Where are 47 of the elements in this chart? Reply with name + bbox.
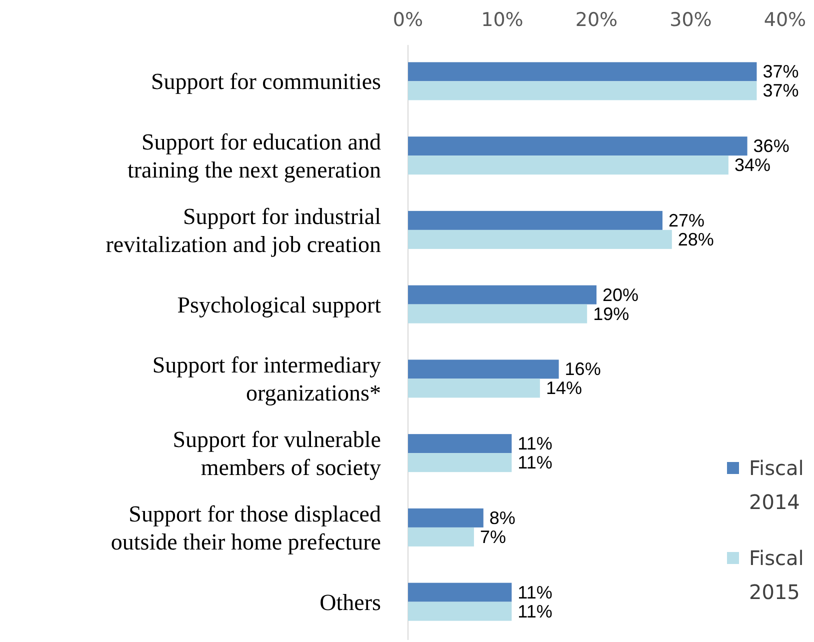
bar xyxy=(408,304,588,324)
bar xyxy=(408,156,728,175)
data-label: 37% xyxy=(762,62,799,82)
data-label: 11% xyxy=(518,434,552,454)
bar xyxy=(408,62,757,82)
bar xyxy=(408,527,474,546)
data-label: 14% xyxy=(546,378,582,398)
data-label: 28% xyxy=(678,229,714,250)
data-label: 16% xyxy=(564,359,601,380)
y-tick-label: Support for those displaced outside their home prefecture xyxy=(110,501,382,554)
y-tick-label: Support for education and training the next generation xyxy=(127,130,382,183)
x-tick-label: 10% xyxy=(481,9,524,31)
legend-label: Fiscal 2014 xyxy=(749,456,804,514)
y-tick-label: Support for vulnerable members of society xyxy=(172,427,382,480)
bar xyxy=(408,360,559,379)
x-tick-label: 20% xyxy=(575,9,618,31)
bar xyxy=(408,210,662,230)
y-tick-label: Support for communities xyxy=(151,69,382,94)
data-label: 37% xyxy=(762,80,799,101)
y-tick-label: Psychological support xyxy=(177,292,382,318)
bar xyxy=(408,81,757,100)
data-label: 11% xyxy=(518,601,552,622)
bar xyxy=(408,508,484,528)
data-label: 7% xyxy=(480,526,506,547)
bar xyxy=(408,230,672,249)
bar xyxy=(408,378,540,398)
x-tick-label: 30% xyxy=(670,9,712,31)
data-label: 11% xyxy=(518,582,552,602)
data-label: 27% xyxy=(668,210,705,230)
bar xyxy=(408,453,512,472)
bar xyxy=(408,582,512,602)
data-label: 34% xyxy=(734,155,770,176)
data-label: 8% xyxy=(489,508,516,528)
data-label: 11% xyxy=(518,452,552,473)
legend-label: Fiscal 2015 xyxy=(749,546,804,604)
bar xyxy=(408,285,596,304)
x-tick-label: 0% xyxy=(392,9,424,31)
data-label: 36% xyxy=(753,136,790,156)
y-tick-label: Support for industrial revitalization and job creation xyxy=(106,204,382,257)
x-tick-label: 40% xyxy=(764,9,806,31)
data-label: 20% xyxy=(602,284,639,305)
y-tick-label: Others xyxy=(320,590,382,615)
bar xyxy=(408,136,748,156)
bar xyxy=(408,434,512,454)
y-tick-label: Support for intermediary organizations* xyxy=(152,352,382,406)
data-label: 19% xyxy=(593,304,630,324)
bar xyxy=(408,602,512,621)
